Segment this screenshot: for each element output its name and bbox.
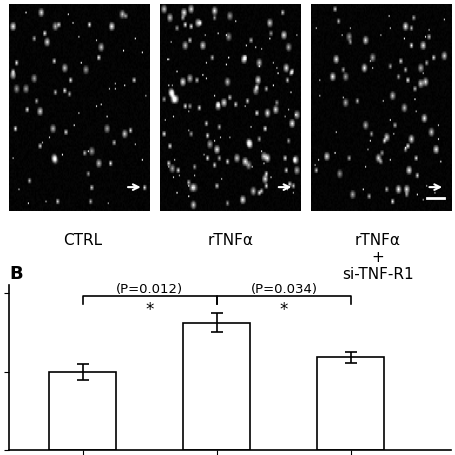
Text: (P=0.012): (P=0.012) [116,283,183,296]
Text: B: B [9,264,23,282]
Bar [317,358,384,450]
Text: rTNFα
+
si-TNF-R1: rTNFα + si-TNF-R1 [341,232,413,282]
Text: *: * [279,300,288,318]
Text: rTNFα: rTNFα [207,232,253,247]
Bar [183,323,250,450]
Bar [49,372,116,450]
Text: CTRL: CTRL [63,232,102,247]
Text: *: * [145,300,154,318]
Text: (P=0.034): (P=0.034) [250,283,317,296]
